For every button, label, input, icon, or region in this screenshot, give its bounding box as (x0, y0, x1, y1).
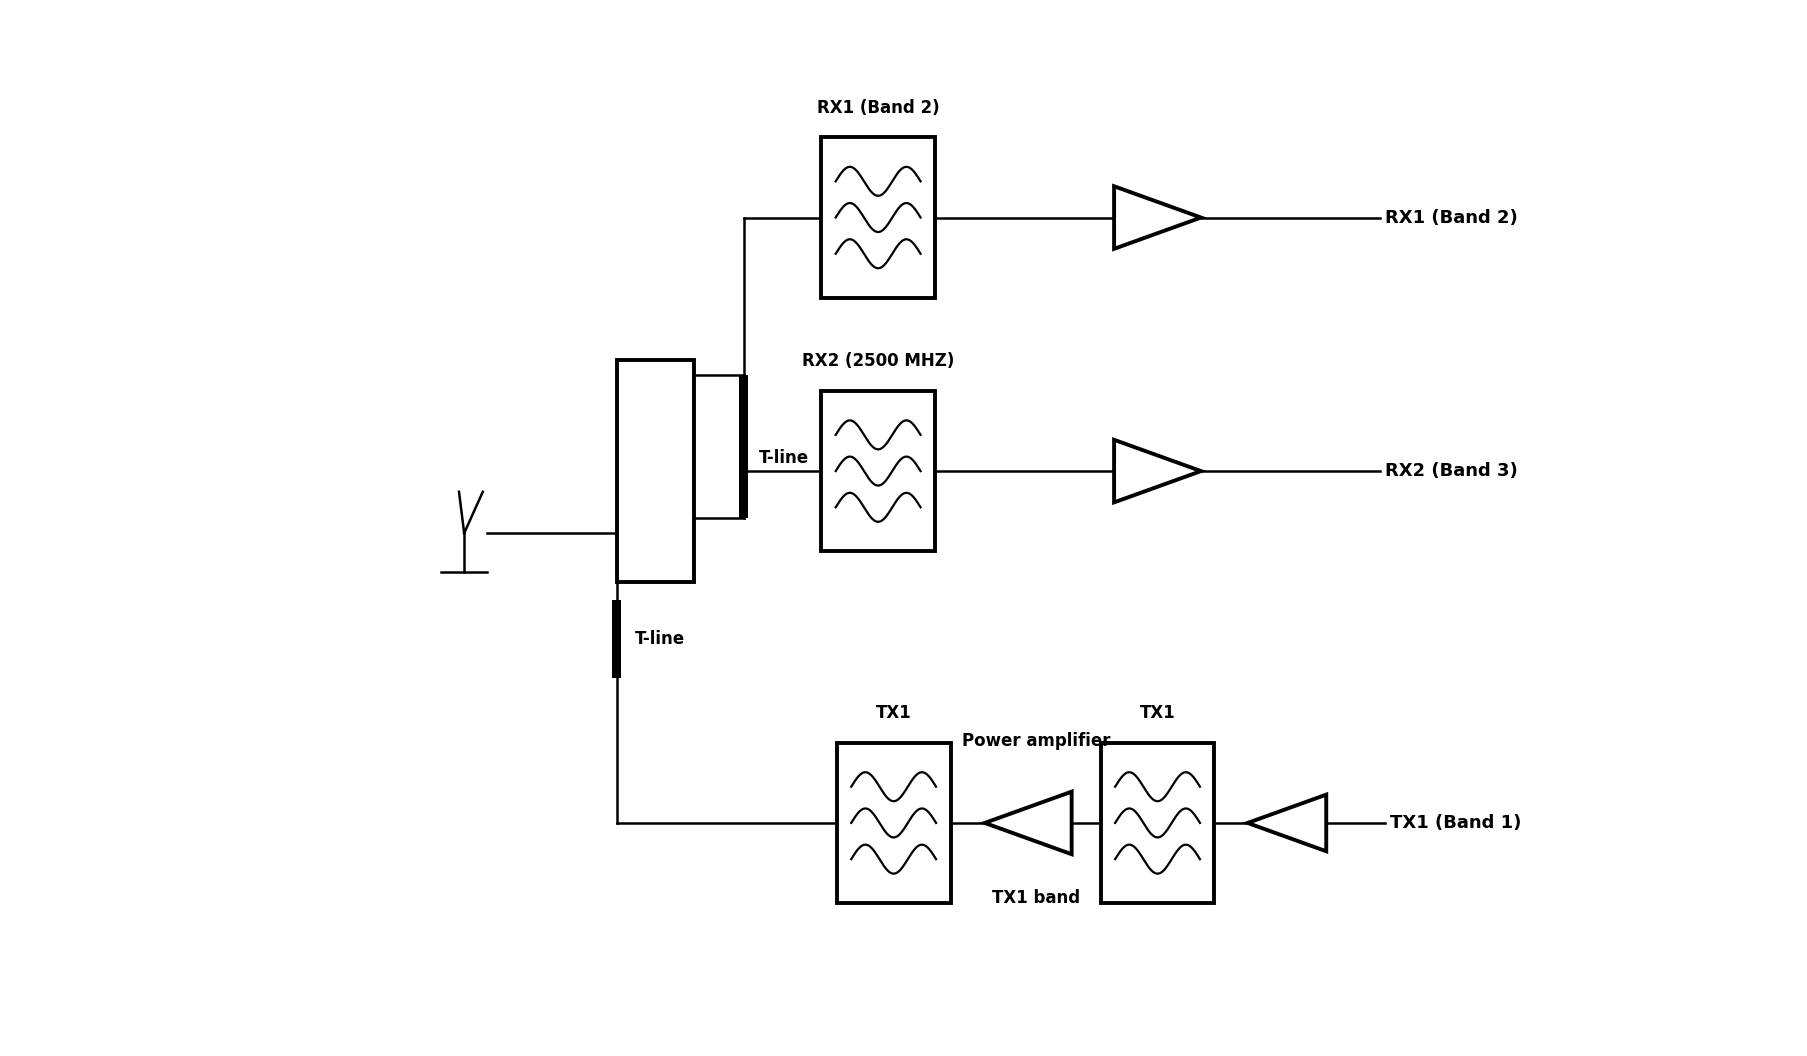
Text: RX2 (2500 MHZ): RX2 (2500 MHZ) (802, 353, 954, 371)
Bar (611, 601, 620, 678)
Polygon shape (1113, 186, 1200, 249)
Text: TX1 band: TX1 band (992, 889, 1081, 907)
Bar (820, 391, 934, 551)
Text: TX1: TX1 (875, 704, 911, 722)
Text: TX1: TX1 (1138, 704, 1175, 722)
Polygon shape (1247, 794, 1326, 851)
Bar (739, 375, 748, 517)
Bar (837, 742, 950, 903)
Polygon shape (1113, 439, 1200, 503)
Bar (820, 137, 934, 298)
Text: T-line: T-line (759, 449, 810, 467)
Text: RX1 (Band 2): RX1 (Band 2) (817, 98, 940, 116)
Text: T-line: T-line (634, 630, 685, 648)
Text: RX2 (Band 3): RX2 (Band 3) (1384, 463, 1518, 480)
Text: TX1 (Band 1): TX1 (Band 1) (1390, 814, 1521, 832)
Text: Power amplifier: Power amplifier (961, 733, 1109, 751)
Text: RX1 (Band 2): RX1 (Band 2) (1384, 208, 1518, 227)
Bar (1100, 742, 1214, 903)
Polygon shape (985, 792, 1072, 854)
Bar (616, 360, 694, 582)
